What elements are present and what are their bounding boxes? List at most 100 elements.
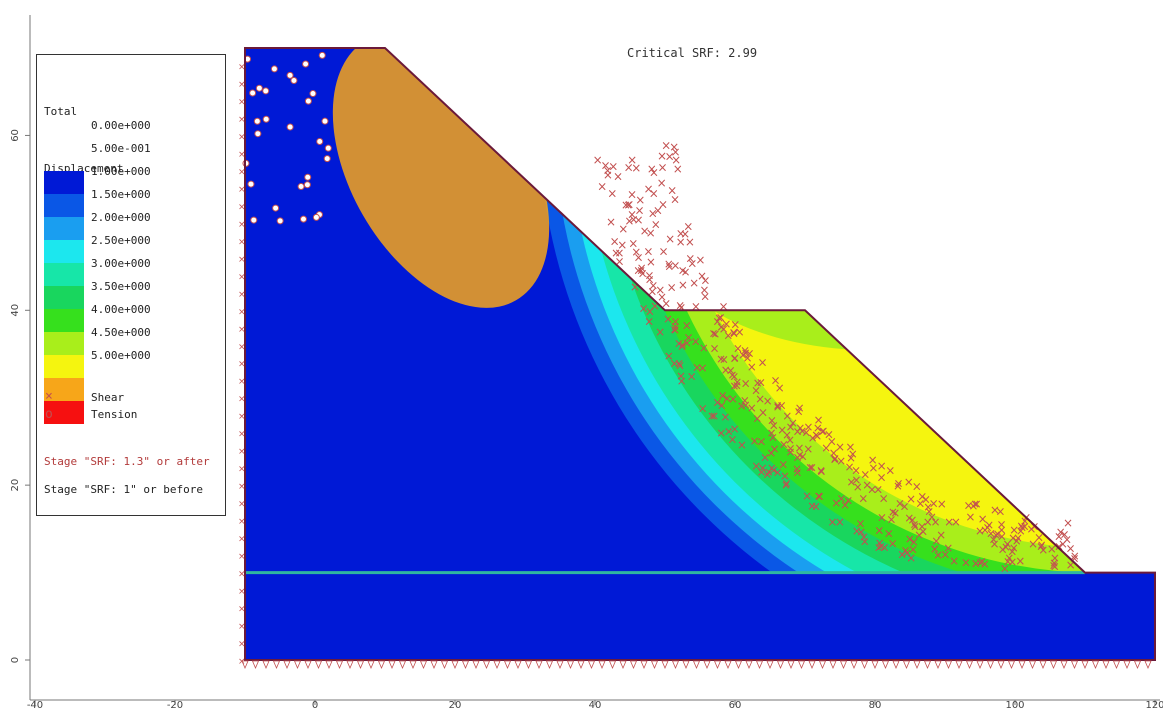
shear-marker: × xyxy=(730,422,740,436)
shear-marker: × xyxy=(918,524,928,538)
shear-marker: × xyxy=(682,336,692,350)
base-support-mark xyxy=(325,660,333,670)
left-support-mark: × xyxy=(238,605,246,615)
base-support-mark xyxy=(787,660,795,670)
shear-marker: × xyxy=(982,521,992,535)
shear-marker: × xyxy=(803,442,813,456)
base-support-mark xyxy=(451,660,459,670)
shear-marker: × xyxy=(836,492,846,506)
shear-marker: × xyxy=(1020,514,1030,528)
shear-marker: × xyxy=(700,290,710,304)
shear-marker: × xyxy=(846,475,856,489)
shear-marker: × xyxy=(683,220,693,234)
base-support-mark xyxy=(955,660,963,670)
shear-marker: × xyxy=(831,496,841,510)
shear-marker: × xyxy=(1026,522,1036,536)
left-support-mark: × xyxy=(238,360,246,370)
shear-marker: × xyxy=(977,555,987,569)
shear-marker: × xyxy=(785,433,795,447)
shear-marker: × xyxy=(1009,523,1019,537)
left-support-mark: × xyxy=(238,657,246,667)
shear-marker: × xyxy=(751,459,761,473)
base-support-mark xyxy=(472,660,480,670)
x-tick-label: 0 xyxy=(312,700,318,710)
base-support-mark xyxy=(1144,660,1152,670)
shear-marker: × xyxy=(876,471,886,485)
shear-marker: × xyxy=(657,149,667,163)
base-support-mark xyxy=(388,660,396,670)
base-support-mark xyxy=(587,660,596,670)
shear-marker: × xyxy=(978,512,988,526)
shear-marker: × xyxy=(732,375,742,389)
shear-marker: × xyxy=(764,465,774,479)
shear-marker: × xyxy=(691,299,701,313)
base-support-mark xyxy=(860,660,869,670)
shear-marker: × xyxy=(1066,542,1076,556)
shear-marker: × xyxy=(669,140,679,154)
tension-marker xyxy=(299,215,307,223)
shear-marker: × xyxy=(685,251,695,265)
legend-swatch xyxy=(44,194,84,217)
tension-marker xyxy=(304,173,312,181)
base-support-mark xyxy=(1007,660,1016,670)
tension-marker xyxy=(290,77,298,85)
shear-marker: × xyxy=(763,394,773,408)
shear-marker: × xyxy=(990,503,1000,517)
legend-contour-label: 4.00e+000 xyxy=(91,303,151,316)
foundation-layer xyxy=(245,572,1155,660)
base-support-mark xyxy=(766,660,774,670)
left-support-mark: × xyxy=(238,255,246,265)
shear-marker: × xyxy=(756,435,766,449)
shear-marker: × xyxy=(729,326,739,340)
shear-marker: × xyxy=(650,299,660,313)
shear-marker: × xyxy=(769,463,779,477)
shear-marker: × xyxy=(740,393,750,407)
shear-marker: × xyxy=(827,515,837,529)
base-support-mark xyxy=(1133,660,1142,670)
shear-marker: × xyxy=(936,528,946,542)
shear-marker: × xyxy=(689,276,699,290)
base-support-mark xyxy=(272,660,281,670)
legend-contour-label: 0.00e+000 xyxy=(91,119,151,132)
shear-marker: × xyxy=(741,377,751,391)
shear-marker: × xyxy=(665,149,675,163)
shear-marker: × xyxy=(712,315,722,329)
shear-marker: × xyxy=(670,323,680,337)
y-tick-label: 0 xyxy=(10,657,21,663)
left-support-mark: × xyxy=(238,622,246,632)
shear-marker: × xyxy=(644,268,654,282)
base-support-mark xyxy=(409,660,417,670)
shear-marker: × xyxy=(667,281,677,295)
legend-swatch xyxy=(44,263,84,286)
shear-marker: × xyxy=(995,505,1005,519)
shear-marker: × xyxy=(631,245,641,259)
base-support-mark xyxy=(1091,660,1100,670)
shear-marker: × xyxy=(741,346,751,360)
shear-marker: × xyxy=(843,493,853,507)
left-support-mark: × xyxy=(238,640,246,650)
shear-marker: × xyxy=(795,448,805,462)
shear-marker: × xyxy=(851,464,861,478)
shear-marker: × xyxy=(846,451,856,465)
shear-marker: × xyxy=(645,272,655,286)
shear-marker: × xyxy=(1017,521,1027,535)
legend-swatch xyxy=(44,240,84,263)
shear-marker: × xyxy=(770,373,780,387)
x-tick-label: 20 xyxy=(449,700,462,710)
left-support-mark: × xyxy=(238,202,246,212)
shear-marker: × xyxy=(855,517,865,531)
legend-swatch xyxy=(44,171,84,194)
tension-marker xyxy=(297,183,305,191)
shear-marker: × xyxy=(613,170,623,184)
shear-marker: × xyxy=(812,429,822,443)
shear-marker: × xyxy=(733,342,743,356)
shear-marker: × xyxy=(1016,524,1026,538)
shear-marker: × xyxy=(795,401,805,415)
shear-marker: × xyxy=(868,453,878,467)
shear-marker: × xyxy=(719,352,729,366)
shear-marker: × xyxy=(1004,551,1014,565)
legend-swatch xyxy=(44,217,84,240)
base-support-mark xyxy=(482,660,491,670)
left-support-mark: × xyxy=(238,587,246,597)
shear-marker: × xyxy=(1062,533,1072,547)
